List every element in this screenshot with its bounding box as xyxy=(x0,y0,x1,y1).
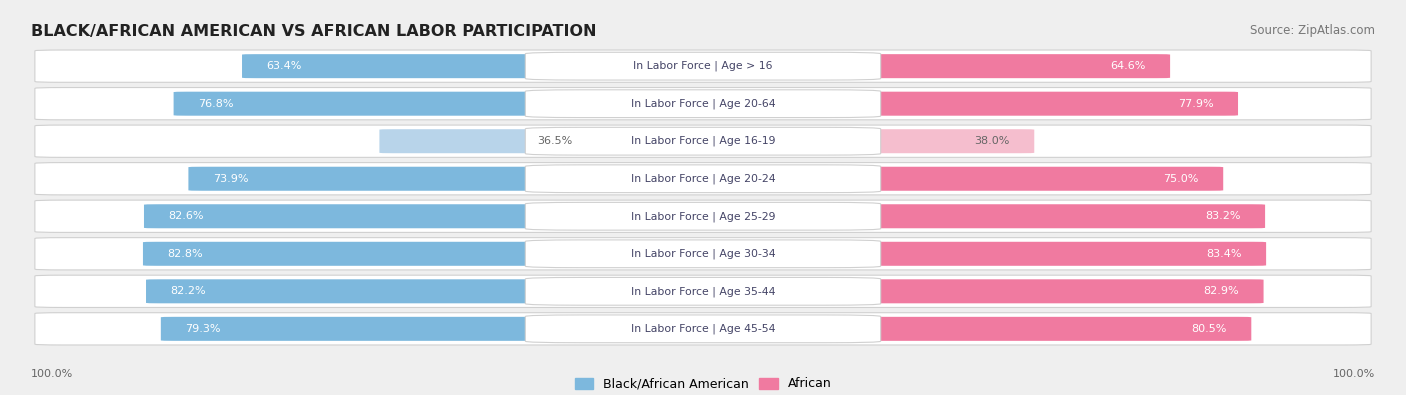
Text: In Labor Force | Age > 16: In Labor Force | Age > 16 xyxy=(633,61,773,71)
Text: In Labor Force | Age 20-24: In Labor Force | Age 20-24 xyxy=(631,173,775,184)
FancyBboxPatch shape xyxy=(526,202,880,230)
Text: 73.9%: 73.9% xyxy=(212,174,249,184)
FancyBboxPatch shape xyxy=(813,92,1239,116)
Text: 82.2%: 82.2% xyxy=(170,286,205,296)
Text: 100.0%: 100.0% xyxy=(1333,369,1375,379)
FancyBboxPatch shape xyxy=(35,50,1371,82)
Text: Source: ZipAtlas.com: Source: ZipAtlas.com xyxy=(1250,24,1375,37)
FancyBboxPatch shape xyxy=(35,200,1371,232)
FancyBboxPatch shape xyxy=(35,275,1371,307)
Text: 38.0%: 38.0% xyxy=(974,136,1010,146)
Text: 82.8%: 82.8% xyxy=(167,249,202,259)
FancyBboxPatch shape xyxy=(813,242,1267,266)
FancyBboxPatch shape xyxy=(143,204,593,228)
FancyBboxPatch shape xyxy=(526,52,880,80)
FancyBboxPatch shape xyxy=(813,129,1035,153)
FancyBboxPatch shape xyxy=(35,313,1371,345)
Text: 83.2%: 83.2% xyxy=(1205,211,1240,221)
FancyBboxPatch shape xyxy=(35,125,1371,157)
FancyBboxPatch shape xyxy=(526,165,880,193)
Text: In Labor Force | Age 35-44: In Labor Force | Age 35-44 xyxy=(631,286,775,297)
Text: 82.6%: 82.6% xyxy=(169,211,204,221)
Text: In Labor Force | Age 45-54: In Labor Force | Age 45-54 xyxy=(631,324,775,334)
Text: 80.5%: 80.5% xyxy=(1192,324,1227,334)
Text: In Labor Force | Age 30-34: In Labor Force | Age 30-34 xyxy=(631,248,775,259)
FancyBboxPatch shape xyxy=(242,54,593,78)
FancyBboxPatch shape xyxy=(813,317,1251,341)
Text: 63.4%: 63.4% xyxy=(266,61,302,71)
FancyBboxPatch shape xyxy=(526,315,880,343)
FancyBboxPatch shape xyxy=(143,242,593,266)
FancyBboxPatch shape xyxy=(173,92,593,116)
FancyBboxPatch shape xyxy=(188,167,593,191)
Text: In Labor Force | Age 16-19: In Labor Force | Age 16-19 xyxy=(631,136,775,147)
Text: 100.0%: 100.0% xyxy=(31,369,73,379)
Text: In Labor Force | Age 20-64: In Labor Force | Age 20-64 xyxy=(631,98,775,109)
Text: 79.3%: 79.3% xyxy=(186,324,221,334)
FancyBboxPatch shape xyxy=(813,279,1264,303)
FancyBboxPatch shape xyxy=(526,277,880,305)
FancyBboxPatch shape xyxy=(160,317,593,341)
FancyBboxPatch shape xyxy=(813,167,1223,191)
Text: In Labor Force | Age 25-29: In Labor Force | Age 25-29 xyxy=(631,211,775,222)
FancyBboxPatch shape xyxy=(526,90,880,118)
FancyBboxPatch shape xyxy=(526,127,880,155)
FancyBboxPatch shape xyxy=(146,279,593,303)
FancyBboxPatch shape xyxy=(35,88,1371,120)
FancyBboxPatch shape xyxy=(813,54,1170,78)
Legend: Black/African American, African: Black/African American, African xyxy=(569,372,837,395)
Text: 76.8%: 76.8% xyxy=(198,99,233,109)
FancyBboxPatch shape xyxy=(35,238,1371,270)
Text: 82.9%: 82.9% xyxy=(1204,286,1239,296)
FancyBboxPatch shape xyxy=(526,240,880,268)
Text: 64.6%: 64.6% xyxy=(1111,61,1146,71)
Text: 83.4%: 83.4% xyxy=(1206,249,1241,259)
FancyBboxPatch shape xyxy=(813,204,1265,228)
Text: BLACK/AFRICAN AMERICAN VS AFRICAN LABOR PARTICIPATION: BLACK/AFRICAN AMERICAN VS AFRICAN LABOR … xyxy=(31,24,596,39)
FancyBboxPatch shape xyxy=(35,163,1371,195)
Text: 75.0%: 75.0% xyxy=(1164,174,1199,184)
Text: 77.9%: 77.9% xyxy=(1178,99,1213,109)
FancyBboxPatch shape xyxy=(380,129,593,153)
Text: 36.5%: 36.5% xyxy=(537,136,572,146)
